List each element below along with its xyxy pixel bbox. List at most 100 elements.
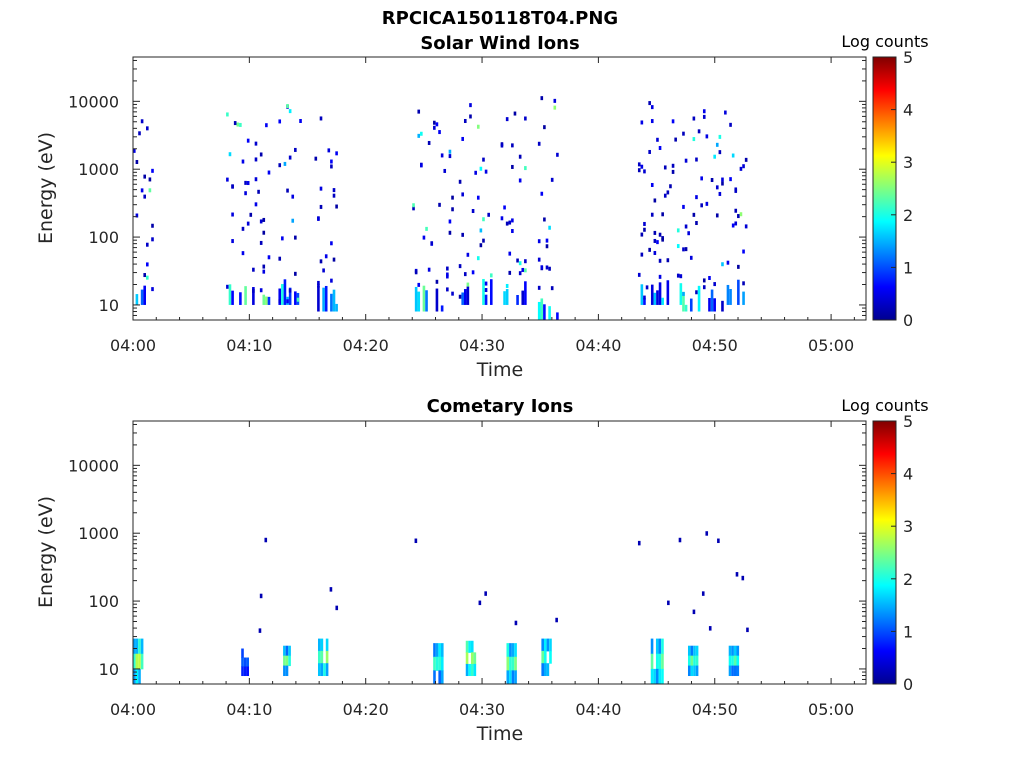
heatmap-burst bbox=[537, 96, 559, 320]
heatmap-cell bbox=[689, 298, 693, 312]
figure-title: RPCICA150118T04.PNG bbox=[382, 8, 618, 29]
heatmap-cell bbox=[692, 137, 696, 142]
heatmap-cell bbox=[543, 217, 546, 222]
heatmap-cell bbox=[151, 168, 154, 173]
heatmap-cell bbox=[637, 168, 641, 173]
heatmap-cell bbox=[281, 284, 284, 305]
heatmap-cell bbox=[514, 643, 517, 658]
heatmap-cell bbox=[463, 289, 467, 305]
heatmap-cell bbox=[446, 272, 449, 277]
heatmap-cell bbox=[729, 122, 732, 127]
heatmap-cell bbox=[721, 300, 724, 312]
heatmap-cell bbox=[286, 299, 289, 304]
heatmap-cell bbox=[231, 239, 234, 244]
heatmap-cell bbox=[524, 116, 527, 121]
heatmap-cell bbox=[451, 195, 454, 200]
heatmap-cell bbox=[658, 258, 662, 263]
heatmap-cell bbox=[514, 656, 517, 671]
x-tick-label: 04:40 bbox=[575, 700, 621, 719]
heatmap-cell bbox=[151, 287, 154, 292]
heatmap-cell bbox=[684, 224, 688, 229]
heatmap-cell bbox=[640, 284, 644, 305]
heatmap-burst bbox=[682, 109, 724, 312]
heatmap-cell bbox=[470, 640, 474, 653]
heatmap-cell bbox=[518, 271, 522, 276]
heatmap-burst bbox=[314, 116, 338, 312]
heatmap-cell bbox=[278, 163, 282, 168]
heatmap-cell bbox=[252, 288, 255, 293]
x-tick-label: 04:00 bbox=[110, 700, 156, 719]
heatmap-burst bbox=[541, 638, 552, 677]
heatmap-cell bbox=[643, 227, 646, 232]
heatmap-cell bbox=[543, 304, 546, 320]
heatmap-burst bbox=[133, 638, 144, 684]
data-point bbox=[478, 600, 482, 606]
heatmap-cell bbox=[731, 153, 735, 158]
heatmap-cell bbox=[640, 120, 644, 125]
heatmap-cell bbox=[433, 670, 436, 684]
heatmap-cell bbox=[330, 278, 333, 283]
heatmap-cell bbox=[438, 670, 441, 684]
heatmap-cell bbox=[317, 663, 321, 677]
heatmap-cells bbox=[133, 531, 749, 684]
y-tick-label: 1000 bbox=[78, 524, 119, 543]
heatmap-cell bbox=[700, 176, 703, 181]
heatmap-cell bbox=[317, 283, 320, 288]
heatmap-cell bbox=[705, 134, 709, 139]
data-point bbox=[484, 591, 487, 596]
heatmap-cell bbox=[420, 163, 423, 168]
data-point bbox=[678, 537, 682, 543]
heatmap-cell bbox=[658, 282, 662, 305]
heatmap-cell bbox=[695, 157, 698, 162]
heatmap-cell bbox=[448, 230, 452, 235]
heatmap-cell bbox=[666, 190, 670, 195]
heatmap-cell bbox=[548, 225, 551, 230]
heatmap-cell bbox=[259, 288, 263, 293]
heatmap-cell bbox=[325, 638, 329, 652]
heatmap-cell bbox=[543, 125, 546, 130]
heatmap-cell bbox=[241, 657, 244, 668]
heatmap-cell bbox=[708, 297, 711, 312]
heatmap-cell bbox=[471, 209, 475, 214]
heatmap-cell bbox=[648, 149, 651, 154]
heatmap-cell bbox=[724, 110, 727, 115]
heatmap-cell bbox=[228, 152, 232, 157]
heatmap-cell bbox=[246, 221, 250, 226]
heatmap-cell bbox=[713, 282, 716, 287]
data-point bbox=[708, 626, 712, 631]
heatmap-cell bbox=[446, 266, 449, 271]
y-tick-label: 100 bbox=[88, 228, 119, 247]
data-point bbox=[258, 628, 262, 633]
heatmap-cell bbox=[438, 656, 441, 671]
heatmap-burst bbox=[728, 645, 740, 677]
colorbar-tick-label: 4 bbox=[903, 465, 913, 484]
heatmap-cell bbox=[656, 137, 659, 142]
heatmap-cell bbox=[283, 665, 286, 677]
heatmap-cell bbox=[138, 668, 141, 684]
heatmap-cell bbox=[721, 181, 724, 186]
colorbar-tick-label: 2 bbox=[903, 206, 913, 225]
data-point bbox=[692, 609, 696, 615]
heatmap-cell bbox=[733, 645, 737, 657]
heatmap-cell bbox=[655, 653, 659, 670]
heatmap-cell bbox=[417, 133, 421, 138]
colorbar-tick-label: 3 bbox=[903, 153, 913, 172]
heatmap-cell bbox=[151, 223, 154, 228]
heatmap-cell bbox=[482, 157, 485, 162]
heatmap-cell bbox=[733, 655, 737, 667]
heatmap-cell bbox=[135, 668, 139, 684]
heatmap-cell bbox=[541, 663, 544, 677]
heatmap-cell bbox=[516, 258, 519, 263]
heatmap-cell bbox=[511, 229, 514, 234]
heatmap-cell bbox=[259, 152, 263, 157]
y-tick-label: 10 bbox=[99, 296, 119, 315]
heatmap-cell bbox=[524, 281, 527, 305]
heatmap-cell bbox=[244, 180, 247, 185]
heatmap-cell bbox=[246, 666, 250, 677]
heatmap-cell bbox=[484, 288, 488, 293]
panel-title: Cometary Ions bbox=[427, 396, 574, 417]
heatmap-cell bbox=[244, 191, 247, 196]
heatmap-cell bbox=[285, 665, 289, 677]
heatmap-cell bbox=[505, 117, 509, 122]
